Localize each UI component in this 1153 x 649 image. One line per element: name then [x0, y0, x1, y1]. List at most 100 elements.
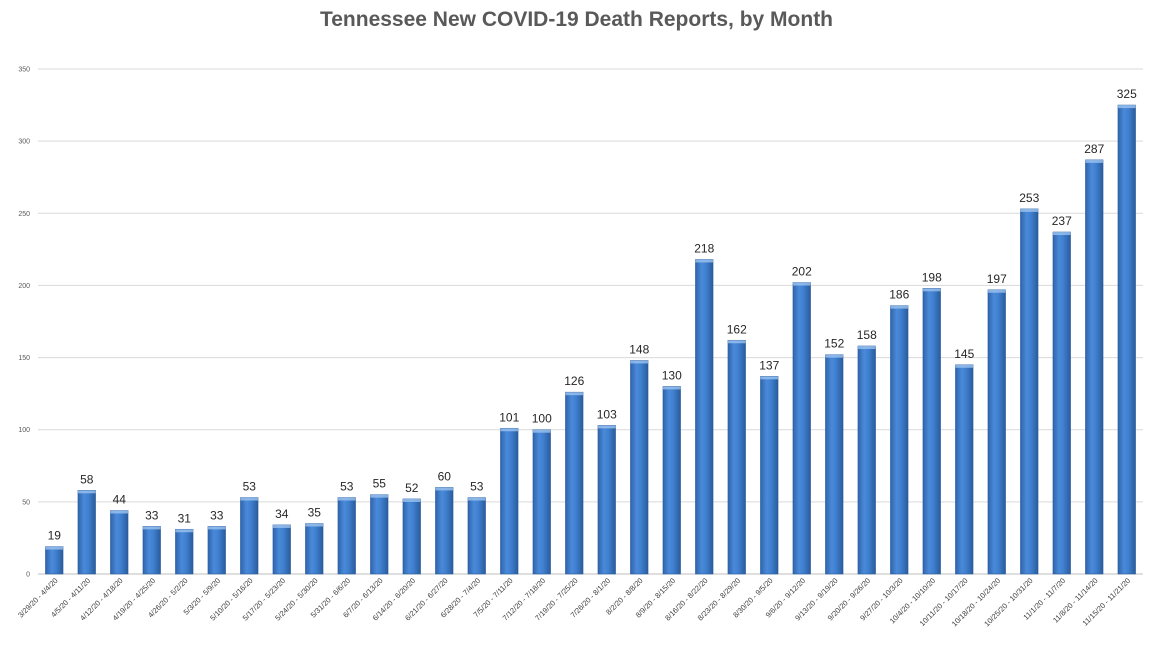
bar-highlight: [1052, 232, 1071, 236]
y-tick-label: 300: [18, 139, 30, 146]
bar-highlight: [1020, 208, 1039, 212]
data-label: 162: [727, 322, 747, 336]
bar-highlight: [305, 523, 324, 527]
y-tick-label: 150: [18, 355, 30, 362]
bar: [825, 354, 844, 575]
bar: [402, 498, 421, 575]
bar: [1052, 231, 1071, 575]
bar: [272, 524, 291, 575]
bar-highlight: [565, 392, 584, 396]
bar-highlight: [370, 494, 389, 498]
data-label: 33: [145, 508, 159, 522]
bar: [760, 376, 779, 575]
y-tick-label: 0: [26, 572, 30, 579]
data-label: 287: [1084, 142, 1104, 156]
bar: [662, 386, 681, 575]
bar-highlight: [402, 498, 421, 502]
bar-highlight: [792, 282, 811, 286]
bar-highlight: [987, 289, 1006, 293]
bar-highlight: [467, 497, 486, 501]
bar: [955, 364, 974, 575]
y-tick-label: 50: [22, 499, 30, 506]
data-label: 198: [922, 270, 942, 284]
bar: [467, 497, 486, 575]
y-tick-label: 100: [18, 427, 30, 434]
data-label: 202: [792, 265, 812, 279]
gridlines: [38, 68, 1143, 575]
data-label: 145: [954, 347, 974, 361]
bar: [110, 510, 129, 575]
bar: [857, 345, 876, 575]
data-label: 53: [340, 480, 354, 494]
bar: [1020, 208, 1039, 575]
bar-highlight: [1085, 159, 1104, 163]
bar-highlight: [857, 346, 876, 350]
data-labels: 19 58 44 33 31 33 53 34 35 53 55 52 60 53 101 100 126 103…: [48, 87, 1138, 543]
bar: [987, 289, 1006, 575]
bar-highlight: [77, 490, 96, 494]
data-label: 60: [438, 469, 452, 483]
bar: [532, 429, 551, 575]
bar: [45, 546, 64, 575]
bar-highlight: [890, 305, 909, 309]
data-label: 218: [694, 241, 714, 255]
data-label: 35: [308, 506, 322, 520]
data-label: 130: [662, 368, 682, 382]
data-label: 148: [629, 342, 649, 356]
data-label: 325: [1117, 87, 1137, 101]
bar: [792, 282, 811, 575]
bar-highlight: [630, 360, 649, 364]
bar-highlight: [500, 428, 519, 432]
y-tick-label: 200: [18, 283, 30, 290]
data-label: 103: [597, 407, 617, 421]
bar: [565, 391, 584, 575]
bar-highlight: [825, 354, 844, 358]
data-label: 101: [499, 410, 519, 424]
data-label: 44: [113, 493, 127, 507]
data-label: 126: [564, 374, 584, 388]
bar-highlight: [760, 376, 779, 380]
bar-highlight: [727, 340, 746, 344]
bar: [1117, 104, 1136, 575]
data-label: 197: [987, 272, 1007, 286]
data-label: 100: [532, 412, 552, 426]
data-label: 31: [178, 511, 192, 525]
bar: [597, 425, 616, 575]
bar-highlight: [337, 497, 356, 501]
data-label: 19: [48, 529, 62, 543]
data-label: 253: [1019, 191, 1039, 205]
data-label: 52: [405, 481, 419, 495]
y-tick-label: 350: [18, 67, 30, 74]
bar: [337, 497, 356, 575]
y-tick-label: 250: [18, 211, 30, 218]
data-label: 33: [210, 508, 224, 522]
data-label: 237: [1052, 214, 1072, 228]
bar: [305, 523, 324, 575]
bar-highlight: [435, 487, 454, 491]
bar-highlight: [597, 425, 616, 429]
data-label: 55: [373, 477, 387, 491]
x-axis-labels: 3/29/20 - 4/4/204/5/20 - 4/11/204/12/20 …: [16, 576, 1132, 628]
bar-highlight: [110, 510, 129, 514]
bar-highlight: [922, 288, 941, 292]
data-label: 58: [80, 472, 94, 486]
bars: [45, 104, 1136, 575]
bar: [695, 259, 714, 575]
bar: [922, 288, 941, 575]
bar-highlight: [1117, 105, 1136, 109]
data-label: 158: [857, 328, 877, 342]
bar: [435, 487, 454, 575]
bar: [1085, 159, 1104, 575]
data-label: 186: [889, 288, 909, 302]
bar-highlight: [240, 497, 259, 501]
data-label: 53: [470, 480, 484, 494]
data-label: 152: [824, 337, 844, 351]
bar: [77, 490, 96, 575]
bar: [175, 528, 194, 575]
bar: [370, 494, 389, 575]
bar-highlight: [955, 364, 974, 368]
chart-title: Tennessee New COVID-19 Death Reports, by…: [319, 8, 834, 31]
bar-highlight: [695, 259, 714, 263]
data-label: 34: [275, 507, 289, 521]
